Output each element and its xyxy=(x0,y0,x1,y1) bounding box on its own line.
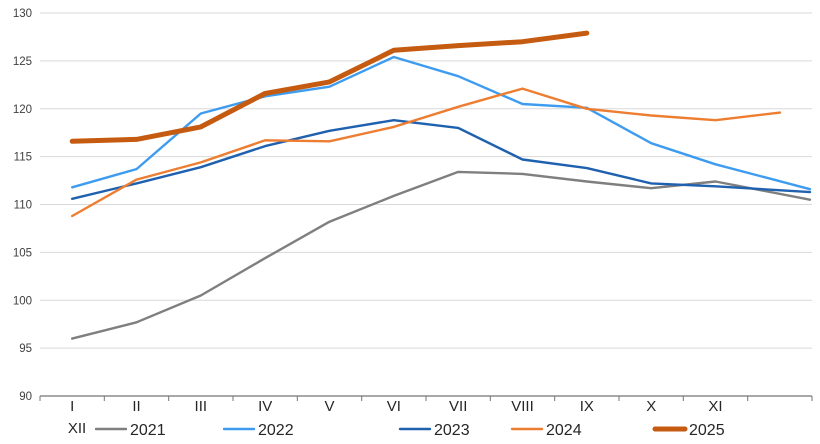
x-axis-tick-label: VIII xyxy=(511,398,534,415)
legend-label-2022: 2022 xyxy=(258,422,294,439)
y-axis-tick-label: 95 xyxy=(19,343,32,355)
x-axis-tick-label: IX xyxy=(580,398,594,415)
y-axis-tick-label: 105 xyxy=(13,247,32,259)
x-axis-tick-label: V xyxy=(324,398,334,415)
x-axis-tick-label: VII xyxy=(449,398,467,415)
series-line-2022 xyxy=(70,55,812,191)
series-line-2025 xyxy=(69,30,590,144)
series-line-2024 xyxy=(70,87,782,218)
x-axis-tick-label: X xyxy=(646,398,656,415)
y-axis-tick-label: 90 xyxy=(19,391,32,403)
x-axis-tick-label: II xyxy=(132,398,140,415)
x-axis-tick-label: XI xyxy=(708,398,722,415)
x-axis-tick-label: IV xyxy=(258,398,272,415)
x-axis-tick-label: III xyxy=(195,398,208,415)
y-axis-tick-label: 125 xyxy=(13,56,32,68)
y-axis-tick-label: 120 xyxy=(13,104,32,116)
x-axis-tick-label: I xyxy=(70,398,74,415)
legend-label-2024: 2024 xyxy=(546,422,582,439)
y-axis-tick-label: 130 xyxy=(13,8,32,20)
y-axis-tick-label: 110 xyxy=(14,200,32,212)
y-axis-tick-label: 100 xyxy=(13,295,32,307)
y-axis-tick-label: 115 xyxy=(14,152,32,164)
x-axis-tick-label: VI xyxy=(387,398,401,415)
legend-label-2021: 2021 xyxy=(130,422,166,439)
series-line-2021 xyxy=(70,170,812,340)
x-axis-tick-label-wrapped: XII xyxy=(68,420,86,437)
legend-label-2025: 2025 xyxy=(689,422,725,439)
series-line-2023 xyxy=(70,118,812,201)
legend-label-2023: 2023 xyxy=(434,422,470,439)
